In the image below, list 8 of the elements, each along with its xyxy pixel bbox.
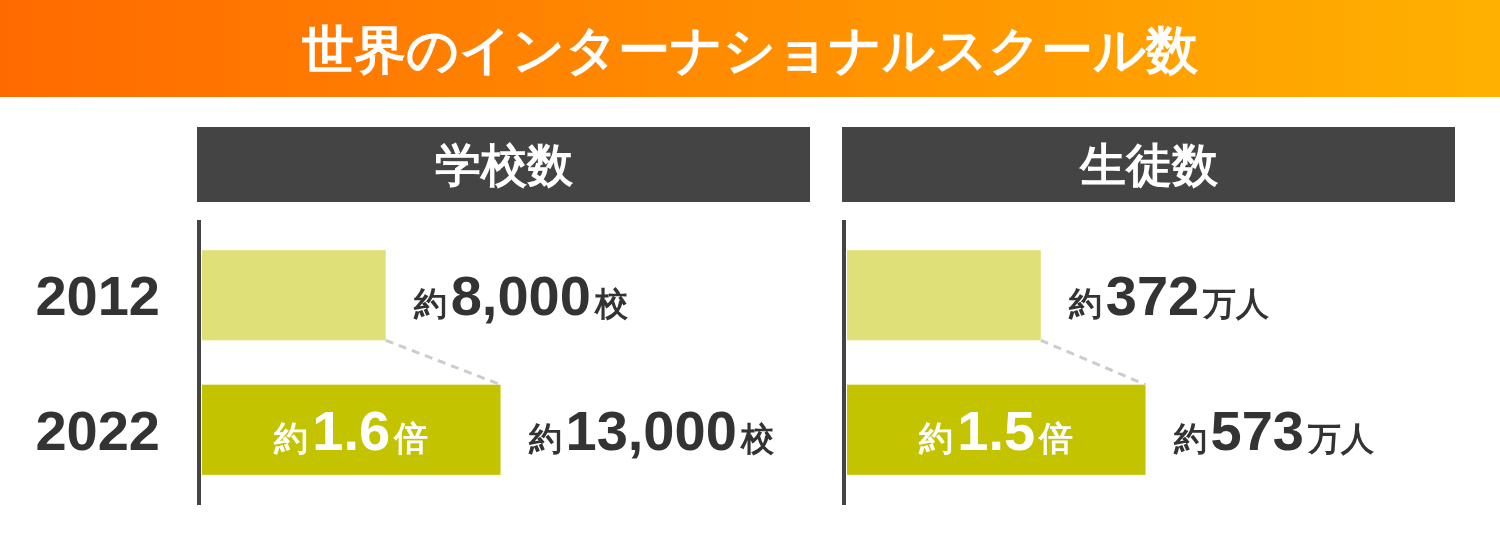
title: 世界のインターナショナルスクール数 — [302, 21, 1198, 79]
panel-title: 学校数 — [434, 139, 573, 191]
category: 2012 — [35, 264, 160, 328]
value-label: 約573万人 — [1173, 398, 1374, 462]
value-label: 約8,000校 — [413, 264, 628, 328]
value-label: 約372万人 — [1068, 264, 1270, 328]
panel-title: 生徒数 — [1079, 139, 1218, 191]
category: 2022 — [35, 398, 160, 462]
